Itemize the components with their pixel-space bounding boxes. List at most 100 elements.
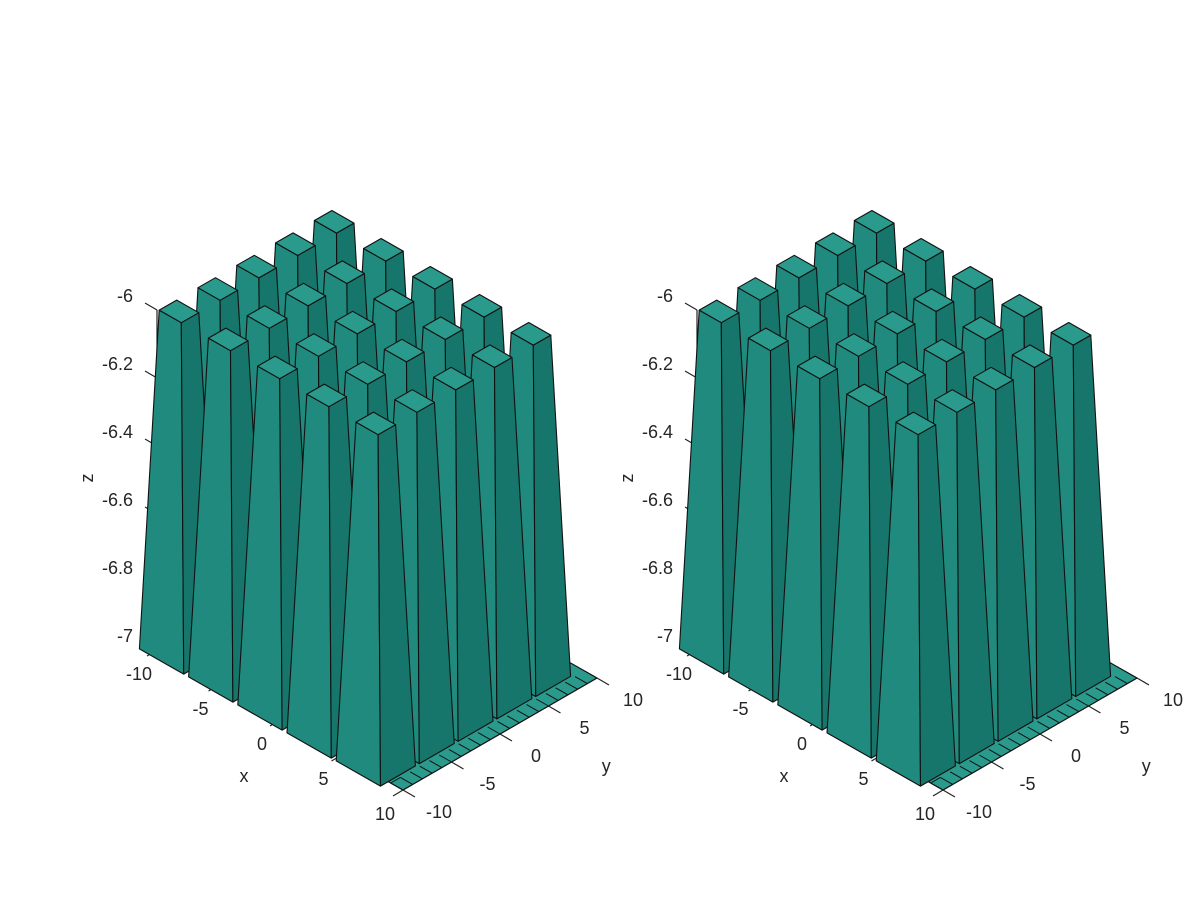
right-floor-grid xyxy=(1008,737,1021,746)
left-x-tick-label: 0 xyxy=(257,734,267,754)
right-peak-top xyxy=(747,327,789,352)
left-floor-grid xyxy=(390,782,404,791)
left-floor-grid xyxy=(506,715,520,724)
right-floor-grid xyxy=(959,765,973,774)
right-y-tick-label: 5 xyxy=(1119,718,1129,738)
right-y-tick-label: -10 xyxy=(966,802,992,822)
left-peak-top xyxy=(433,366,474,391)
left-floor-grid xyxy=(438,754,452,763)
right-z-tick-label: -6.6 xyxy=(642,490,673,510)
left-z-tick-label: -6.6 xyxy=(102,490,133,510)
left-z-tick-label: -6 xyxy=(117,286,133,306)
right-x-tick-label: -5 xyxy=(732,699,748,719)
left-peak-top xyxy=(207,327,249,352)
right-peak-top xyxy=(853,209,895,234)
right-peak-top xyxy=(864,260,905,285)
right-floor-grid xyxy=(1066,704,1080,713)
right-floor-grid xyxy=(940,776,953,785)
left-floor-grid xyxy=(477,732,491,741)
left-x-tick-label: -10 xyxy=(126,664,152,684)
left-peak-top xyxy=(285,282,327,307)
right-peak-top xyxy=(1011,344,1053,369)
right-peak-top xyxy=(825,282,867,307)
left-peak-top xyxy=(363,237,404,262)
left-x-tick-label: -5 xyxy=(192,699,208,719)
right-y-tick xyxy=(1088,705,1101,714)
left-x-tick-label: 10 xyxy=(375,804,395,824)
right-floor-grid xyxy=(1095,687,1109,696)
left-peak-top xyxy=(510,321,552,346)
right-peak-top xyxy=(698,299,740,324)
right-floor-grid xyxy=(1105,681,1118,690)
left-floor-grid xyxy=(584,670,598,679)
left-peak-left-face xyxy=(138,309,185,675)
surface-plot-right: -6 -6.2 -6.4 -6.6 -6.8 -7 z -10 -5 0 5 10 x -10 -5 0 5 10… xyxy=(617,209,1183,824)
right-z-tick-label: -6.2 xyxy=(642,354,673,374)
right-z-tick xyxy=(684,302,698,311)
right-floor-grid xyxy=(930,776,941,784)
right-peak-top xyxy=(903,237,944,262)
surface-plot-left: -6 -6.2 -6.4 -6.6 -6.8 -7 z -10 -5 0 5 10 x -10 -5 0 5 10… xyxy=(77,209,643,824)
left-y-tick-label: -10 xyxy=(426,802,452,822)
right-floor-grid xyxy=(1124,670,1138,679)
right-y-tick xyxy=(1136,677,1150,686)
right-peak-top xyxy=(786,305,828,329)
right-floor-grid xyxy=(949,771,963,780)
left-floor-grid xyxy=(535,698,549,707)
left-z-tick-label: -7 xyxy=(117,626,133,646)
left-peak-top xyxy=(295,333,337,357)
left-floor-grid xyxy=(390,776,401,784)
left-z-tick-label: -6.4 xyxy=(102,422,133,442)
right-x-tick-label: 5 xyxy=(858,769,868,789)
right-peak-top xyxy=(776,254,817,279)
right-peak-top xyxy=(923,338,965,363)
right-z-tick-label: -6.4 xyxy=(642,422,673,442)
left-peak-top xyxy=(257,355,298,380)
right-y-tick-label: 0 xyxy=(1071,746,1081,766)
left-peak-top xyxy=(471,344,513,369)
left-y-tick-label: 0 xyxy=(531,746,541,766)
left-floor-grid xyxy=(565,681,578,690)
right-peak-top xyxy=(913,288,955,313)
left-peak-right-face xyxy=(532,334,572,698)
left-z-tick-label: -6.2 xyxy=(102,354,133,374)
right-peak-right-face xyxy=(1072,334,1112,698)
left-peak-top xyxy=(306,383,347,408)
right-peak-top xyxy=(846,383,887,408)
right-y-axis-label: y xyxy=(1142,756,1151,776)
right-peak-top xyxy=(885,361,926,385)
left-floor-grid xyxy=(448,748,462,757)
right-floor-grid xyxy=(942,783,953,791)
left-floor-grid xyxy=(402,783,413,791)
right-peak-top xyxy=(815,232,856,257)
left-y-tick-label: 10 xyxy=(623,690,643,710)
left-peak-top xyxy=(412,265,453,290)
left-y-tick-label: 5 xyxy=(579,718,589,738)
left-y-tick-label: -5 xyxy=(479,774,495,794)
left-z-tick xyxy=(144,302,158,311)
left-y-tick xyxy=(548,705,561,714)
right-x-axis-label: x xyxy=(780,766,789,786)
left-peak-top xyxy=(275,232,316,257)
right-x-tick-label: 0 xyxy=(797,734,807,754)
right-floor-grid xyxy=(1037,720,1050,729)
right-z-axis-label: z xyxy=(617,474,637,483)
right-peak-top xyxy=(952,265,993,290)
right-peak-top xyxy=(1050,321,1092,346)
right-y-tick xyxy=(991,761,1004,770)
left-floor-grid xyxy=(458,743,472,752)
right-peak-top xyxy=(797,355,838,380)
left-y-tick xyxy=(402,789,416,798)
right-floor-grid xyxy=(988,748,1002,757)
left-peak-top xyxy=(373,288,415,313)
left-floor-grid xyxy=(497,720,510,729)
left-x-axis-label: x xyxy=(240,766,249,786)
left-x-tick xyxy=(392,789,404,797)
left-x-tick-label: 5 xyxy=(318,769,328,789)
left-peak-top xyxy=(345,361,386,385)
right-floor-grid xyxy=(978,754,992,763)
left-peak-top xyxy=(461,293,503,318)
right-z-tick-label: -7 xyxy=(657,626,673,646)
right-floor-grid xyxy=(1085,692,1099,701)
right-z-tick-label: -6.8 xyxy=(642,558,673,578)
